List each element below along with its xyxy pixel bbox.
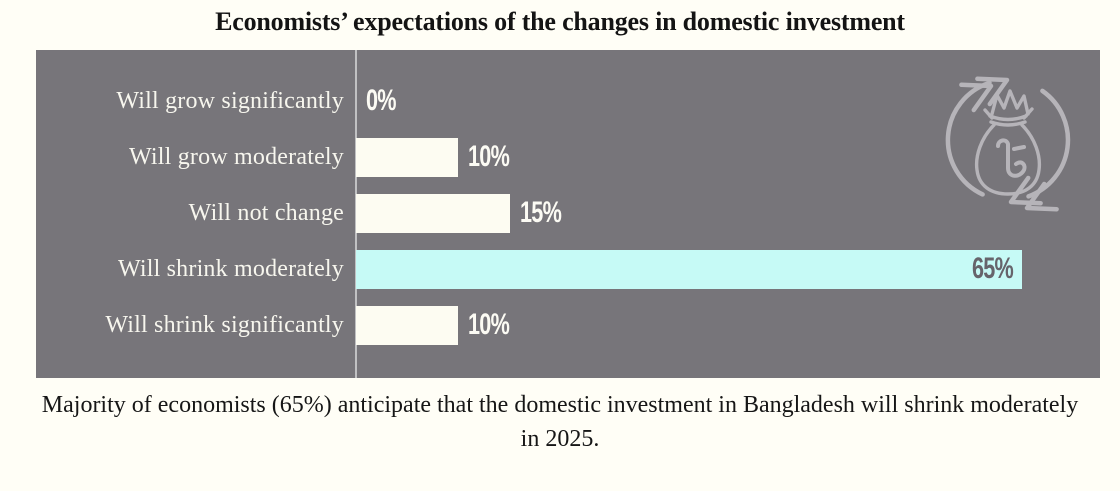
category-label: Will grow moderately [129,143,344,170]
value-label: 0% [366,84,397,117]
category-label: Will grow significantly [116,87,344,114]
bar-row: Will grow moderately 10% [36,129,1100,185]
category-label: Will shrink significantly [105,311,344,338]
caption-line-2: in 2025. [520,426,600,452]
money-bag-cycle-icon [945,76,1071,212]
bar-rows: Will grow significantly 0% Will grow mod… [36,73,1100,353]
value-label: 65% [971,252,1014,285]
bar-row: Will shrink significantly 10% [36,297,1100,353]
bar-row: Will grow significantly 0% [36,73,1100,129]
value-label: 15% [519,196,562,229]
bar [356,193,510,233]
chart-panel: Will grow significantly 0% Will grow mod… [36,50,1100,378]
value-label: 10% [468,308,510,341]
caption: Majority of economists (65%) anticipate … [10,388,1110,456]
category-label: Will shrink moderately [117,255,344,282]
bar-area: 0% [356,82,1100,121]
bar: 65% [356,249,1022,289]
category-label: Will not change [188,199,344,226]
bar-row: Will not change 15% [36,185,1100,241]
bar-area: 10% [356,305,1100,345]
money-bag-icon [974,89,1042,196]
value-label: 10% [468,140,510,173]
caption-line-1: Majority of economists (65%) anticipate … [41,392,1079,418]
chart-title: Economists’ expectations of the changes … [215,7,905,36]
bar-area: 15% [356,193,1100,233]
bar [356,137,459,177]
bar-row: Will shrink moderately 65% [36,241,1100,297]
bar-area: 10% [356,137,1100,177]
cycle-arrows-icon [945,76,1071,212]
bar [356,305,459,345]
taka-sign-icon [996,138,1027,178]
bar-area: 65% [356,249,1100,289]
